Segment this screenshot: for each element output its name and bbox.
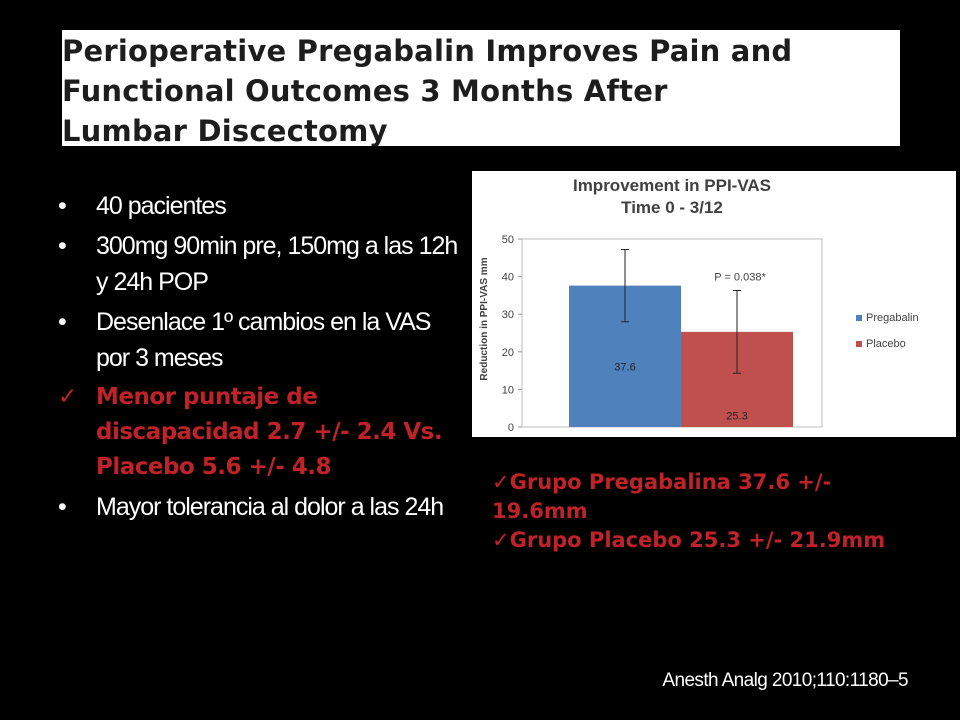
- title-line-2: Functional Outcomes 3 Months After: [62, 74, 668, 108]
- bullet-item: • Desenlace 1º cambios en la VAS por 3 m…: [58, 304, 463, 376]
- y-tick-label: 50: [502, 234, 514, 246]
- checkmark-icon: ✓: [492, 528, 510, 552]
- p-value-annotation: P = 0.038*: [714, 272, 766, 284]
- bullet-text: 40 pacientes: [96, 192, 227, 220]
- data-label: 25.3: [726, 410, 747, 422]
- bullet-text: Menor puntaje de discapacidad 2.7 +/- 2.…: [96, 384, 443, 480]
- chart-subtitle: Time 0 - 3/12: [621, 198, 723, 217]
- chart-svg: Improvement in PPI-VAS Time 0 - 3/12 Red…: [479, 176, 919, 434]
- group-results: ✓Grupo Pregabalina 37.6 +/- 19.6mm ✓Grup…: [492, 468, 912, 555]
- y-axis-label: Reduction in PPI-VAS mm: [479, 257, 490, 380]
- result-text: Grupo Placebo 25.3 +/- 21.9mm: [509, 528, 886, 552]
- checkmark-icon: ✓: [492, 470, 510, 494]
- chart-title: Improvement in PPI-VAS: [573, 176, 771, 195]
- result-text: Grupo Pregabalina 37.6 +/- 19.6mm: [492, 470, 832, 523]
- title-line-1: Perioperative Pregabalin Improves Pain a…: [62, 34, 793, 68]
- data-label: 37.6: [614, 361, 635, 373]
- bullet-text: 300mg 90min pre, 150mg a las 12h y 24h P…: [96, 232, 458, 296]
- bar-chart: Improvement in PPI-VAS Time 0 - 3/12 Red…: [472, 171, 956, 437]
- bullet-marker: •: [58, 192, 67, 220]
- bullet-text: Mayor tolerancia al dolor a las 24h: [96, 493, 444, 521]
- bullet-list: • 40 pacientes • 300mg 90min pre, 150mg …: [58, 188, 463, 529]
- title-banner: Perioperative Pregabalin Improves Pain a…: [62, 30, 900, 146]
- legend-swatch: [856, 341, 862, 347]
- y-tick-label: 10: [502, 384, 514, 396]
- bullet-text: Desenlace 1º cambios en la VAS por 3 mes…: [96, 308, 431, 372]
- checkmark-icon: ✓: [58, 384, 77, 410]
- bullet-marker: •: [58, 232, 67, 260]
- y-tick-label: 30: [502, 309, 514, 321]
- bullet-item-highlight: ✓ Menor puntaje de discapacidad 2.7 +/- …: [58, 380, 463, 485]
- citation: Anesth Analg 2010;110:1180–5: [662, 670, 908, 691]
- result-pregabalin: ✓Grupo Pregabalina 37.6 +/- 19.6mm: [492, 468, 912, 526]
- title-line-3: Lumbar Discectomy: [62, 114, 388, 146]
- bullet-marker: •: [58, 493, 67, 521]
- legend-label: Placebo: [866, 338, 906, 350]
- result-placebo: ✓Grupo Placebo 25.3 +/- 21.9mm: [492, 526, 912, 555]
- y-tick-label: 20: [502, 347, 514, 359]
- bullet-item: • 300mg 90min pre, 150mg a las 12h y 24h…: [58, 228, 463, 300]
- bullet-item: • Mayor tolerancia al dolor a las 24h: [58, 489, 463, 525]
- legend-label: Pregabalin: [866, 312, 919, 324]
- y-tick-label: 0: [508, 422, 514, 434]
- legend-swatch: [856, 315, 862, 321]
- y-tick-label: 40: [502, 272, 514, 284]
- bullet-item: • 40 pacientes: [58, 188, 463, 224]
- bullet-marker: •: [58, 308, 67, 336]
